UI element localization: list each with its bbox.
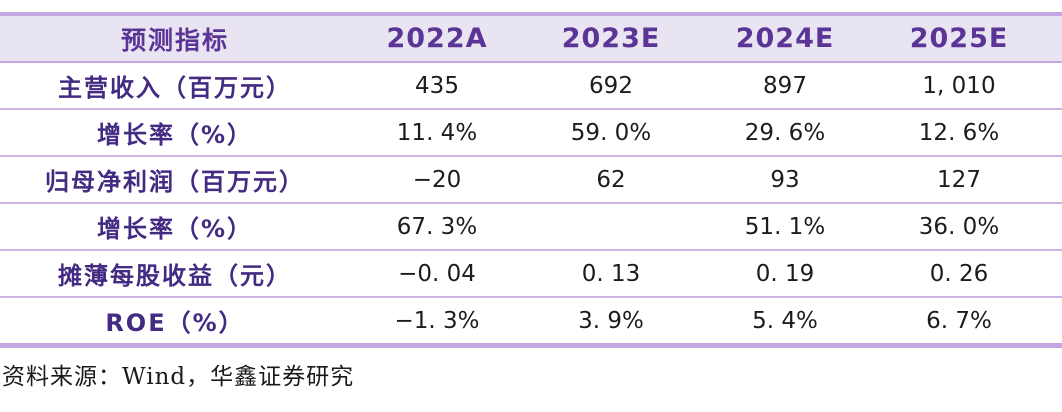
spacer-cell	[1046, 62, 1062, 109]
cell-value: 692	[589, 72, 633, 99]
row-label: 摊薄每股收益（元）	[58, 262, 292, 290]
spacer-cell	[1046, 297, 1062, 346]
row-label: 增长率（%）	[96, 121, 254, 149]
source-note: 资料来源：Wind，华鑫证券研究	[2, 364, 355, 390]
cell-value: 435	[415, 72, 459, 99]
cell-value: 0. 26	[929, 260, 989, 287]
cell-value-empty	[524, 203, 698, 250]
cell-value: 59. 0%	[570, 119, 652, 146]
report-table-page: 预测指标 2022A 2023E 2024E 2025E 主营收入（百万元） 4…	[0, 12, 1062, 412]
cell-value: −1. 3%	[394, 307, 480, 334]
cell-value: 897	[763, 72, 807, 99]
spacer-cell	[1046, 156, 1062, 203]
cell-value: 67. 3%	[396, 213, 478, 240]
row-label: ROE（%）	[105, 309, 245, 337]
table-row-revenue-growth: 增长率（%） 11. 4% 59. 0% 29. 6% 12. 6%	[0, 109, 1062, 156]
table-row-diluted-eps: 摊薄每股收益（元） −0. 04 0. 13 0. 19 0. 26	[0, 250, 1062, 297]
cell-value: 0. 19	[755, 260, 815, 287]
forecast-table: 预测指标 2022A 2023E 2024E 2025E 主营收入（百万元） 4…	[0, 12, 1062, 348]
row-label: 归母净利润（百万元）	[45, 168, 305, 196]
cell-value: 5. 4%	[752, 307, 818, 334]
cell-value: 62	[596, 166, 626, 193]
table-row-net-profit: 归母净利润（百万元） −20 62 93 127	[0, 156, 1062, 203]
cell-value: −20	[412, 166, 462, 193]
spacer-cell	[1046, 250, 1062, 297]
row-label: 增长率（%）	[96, 215, 254, 243]
cell-value: 0. 13	[581, 260, 641, 287]
spacer-cell	[1046, 109, 1062, 156]
cell-value: 127	[937, 166, 981, 193]
header-row: 预测指标 2022A 2023E 2024E 2025E	[0, 14, 1062, 62]
cell-value: −0. 04	[398, 260, 476, 287]
row-label: 主营收入（百万元）	[58, 74, 292, 102]
column-header-metric: 预测指标	[120, 25, 229, 55]
column-header-2025e: 2025E	[909, 23, 1009, 54]
spacer-cell	[1046, 14, 1062, 62]
table-row-roe: ROE（%） −1. 3% 3. 9% 5. 4% 6. 7%	[0, 297, 1062, 346]
column-header-2022a: 2022A	[386, 23, 488, 54]
column-header-2023e: 2023E	[561, 23, 661, 54]
cell-value: 12. 6%	[918, 119, 1000, 146]
cell-value: 51. 1%	[744, 213, 826, 240]
cell-value: 6. 7%	[926, 307, 992, 334]
table-row-revenue: 主营收入（百万元） 435 692 897 1, 010	[0, 62, 1062, 109]
spacer-cell	[1046, 203, 1062, 250]
cell-value: 3. 9%	[578, 307, 644, 334]
cell-value: 11. 4%	[396, 119, 478, 146]
cell-value: 29. 6%	[744, 119, 826, 146]
cell-value: 93	[770, 166, 800, 193]
column-header-2024e: 2024E	[735, 23, 835, 54]
cell-value: 1, 010	[922, 72, 996, 99]
cell-value: 36. 0%	[918, 213, 1000, 240]
table-row-profit-growth: 增长率（%） 67. 3% 51. 1% 36. 0%	[0, 203, 1062, 250]
